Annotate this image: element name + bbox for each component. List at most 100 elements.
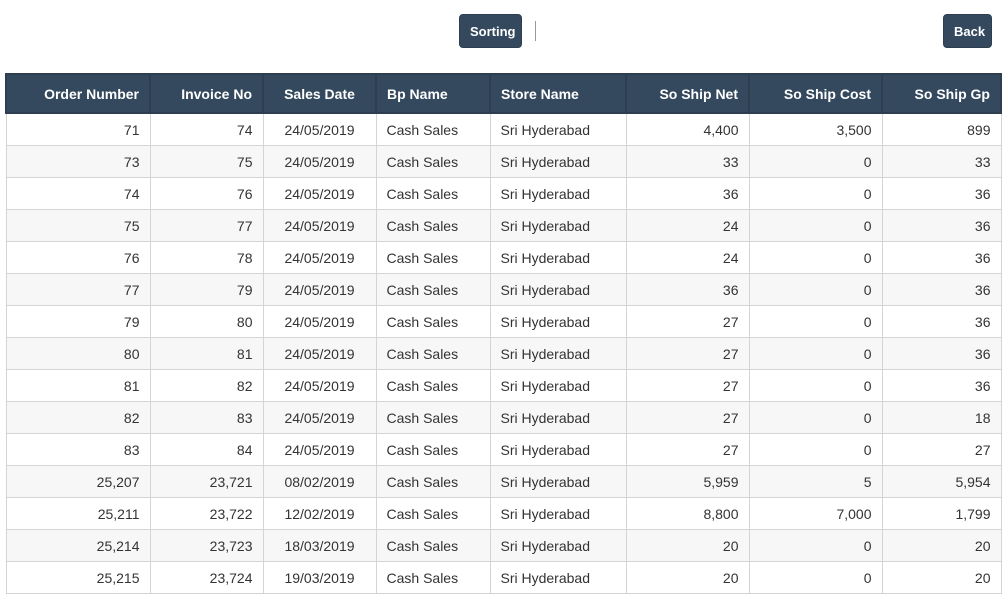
cell-invoice-no: 75 <box>149 145 264 178</box>
table-row[interactable]: 81 82 24/05/2019 Cash Sales Sri Hyderabad 27 0… <box>5 369 1002 402</box>
sorting-button[interactable]: Sorting <box>459 14 522 48</box>
cell-sales-date: 24/05/2019 <box>262 112 377 146</box>
cell-store-name: Sri Hyderabad <box>489 561 627 594</box>
back-button[interactable]: Back <box>943 14 992 48</box>
sales-table: Order Number Invoice No Sales Date Bp Name S… <box>5 73 1002 594</box>
cell-so-ship-net: 27 <box>625 401 750 434</box>
cell-bp-name: Cash Sales <box>375 337 491 370</box>
cell-so-ship-cost: 0 <box>748 401 883 434</box>
cell-order-number: 75 <box>5 209 151 242</box>
cell-store-name: Sri Hyderabad <box>489 401 627 434</box>
cell-order-number: 25,207 <box>5 465 151 498</box>
cell-store-name: Sri Hyderabad <box>489 209 627 242</box>
cell-so-ship-gp: 36 <box>881 305 1002 338</box>
cell-store-name: Sri Hyderabad <box>489 273 627 306</box>
cell-sales-date: 24/05/2019 <box>262 401 377 434</box>
cell-order-number: 77 <box>5 273 151 306</box>
table-row[interactable]: 73 75 24/05/2019 Cash Sales Sri Hyderabad 33 0… <box>5 145 1002 178</box>
cell-bp-name: Cash Sales <box>375 433 491 466</box>
table-row[interactable]: 25,214 23,723 18/03/2019 Cash Sales Sri Hyde… <box>5 529 1002 562</box>
table-row[interactable]: 25,215 23,724 19/03/2019 Cash Sales Sri Hyde… <box>5 561 1002 594</box>
cell-bp-name: Cash Sales <box>375 177 491 210</box>
cell-so-ship-net: 36 <box>625 177 750 210</box>
table-row[interactable]: 83 84 24/05/2019 Cash Sales Sri Hyderabad 27 0… <box>5 433 1002 466</box>
cell-order-number: 71 <box>5 112 151 146</box>
cell-order-number: 79 <box>5 305 151 338</box>
cell-store-name: Sri Hyderabad <box>489 337 627 370</box>
column-header-store-name[interactable]: Store Name <box>489 73 627 114</box>
cell-bp-name: Cash Sales <box>375 465 491 498</box>
column-header-sales-date[interactable]: Sales Date <box>262 73 377 114</box>
cell-invoice-no: 77 <box>149 209 264 242</box>
cell-so-ship-gp: 20 <box>881 561 1002 594</box>
table-row[interactable]: 25,207 23,721 08/02/2019 Cash Sales Sri Hyde… <box>5 465 1002 498</box>
cell-invoice-no: 82 <box>149 369 264 402</box>
cell-order-number: 81 <box>5 369 151 402</box>
cell-so-ship-cost: 0 <box>748 241 883 274</box>
cell-bp-name: Cash Sales <box>375 497 491 530</box>
cell-so-ship-gp: 36 <box>881 273 1002 306</box>
cell-so-ship-cost: 0 <box>748 529 883 562</box>
cell-sales-date: 24/05/2019 <box>262 305 377 338</box>
cell-bp-name: Cash Sales <box>375 273 491 306</box>
cell-invoice-no: 23,721 <box>149 465 264 498</box>
cell-order-number: 25,211 <box>5 497 151 530</box>
cell-store-name: Sri Hyderabad <box>489 112 627 146</box>
cell-sales-date: 24/05/2019 <box>262 369 377 402</box>
cell-sales-date: 18/03/2019 <box>262 529 377 562</box>
cell-bp-name: Cash Sales <box>375 369 491 402</box>
cell-so-ship-gp: 36 <box>881 369 1002 402</box>
cell-invoice-no: 80 <box>149 305 264 338</box>
cell-so-ship-net: 27 <box>625 433 750 466</box>
cell-so-ship-cost: 0 <box>748 369 883 402</box>
cell-bp-name: Cash Sales <box>375 209 491 242</box>
cell-so-ship-net: 27 <box>625 337 750 370</box>
cell-so-ship-cost: 0 <box>748 561 883 594</box>
cell-invoice-no: 79 <box>149 273 264 306</box>
cell-invoice-no: 74 <box>149 112 264 146</box>
table-row[interactable]: 80 81 24/05/2019 Cash Sales Sri Hyderabad 27 0… <box>5 337 1002 370</box>
cell-sales-date: 24/05/2019 <box>262 145 377 178</box>
cell-so-ship-cost: 0 <box>748 209 883 242</box>
cell-so-ship-gp: 27 <box>881 433 1002 466</box>
column-header-so-ship-cost[interactable]: So Ship Cost <box>748 73 883 114</box>
cell-so-ship-net: 24 <box>625 241 750 274</box>
column-header-bp-name[interactable]: Bp Name <box>375 73 491 114</box>
table-row[interactable]: 79 80 24/05/2019 Cash Sales Sri Hyderabad 27 0… <box>5 305 1002 338</box>
table-row[interactable]: 76 78 24/05/2019 Cash Sales Sri Hyderabad 24 0… <box>5 241 1002 274</box>
cell-bp-name: Cash Sales <box>375 145 491 178</box>
cell-so-ship-net: 5,959 <box>625 465 750 498</box>
column-header-so-ship-net[interactable]: So Ship Net <box>625 73 750 114</box>
cell-so-ship-gp: 36 <box>881 337 1002 370</box>
cell-so-ship-cost: 0 <box>748 305 883 338</box>
table-row[interactable]: 75 77 24/05/2019 Cash Sales Sri Hyderabad 24 0… <box>5 209 1002 242</box>
cell-so-ship-gp: 20 <box>881 529 1002 562</box>
cell-so-ship-net: 27 <box>625 305 750 338</box>
cell-so-ship-cost: 0 <box>748 433 883 466</box>
cell-so-ship-gp: 36 <box>881 209 1002 242</box>
column-header-order-number[interactable]: Order Number <box>5 73 151 114</box>
cell-so-ship-net: 27 <box>625 369 750 402</box>
cell-sales-date: 24/05/2019 <box>262 433 377 466</box>
table-row[interactable]: 71 74 24/05/2019 Cash Sales Sri Hyderabad 4,4… <box>5 112 1002 146</box>
cell-invoice-no: 81 <box>149 337 264 370</box>
column-header-invoice-no[interactable]: Invoice No <box>149 73 264 114</box>
cell-so-ship-cost: 3,500 <box>748 112 883 146</box>
cell-store-name: Sri Hyderabad <box>489 529 627 562</box>
cell-so-ship-net: 33 <box>625 145 750 178</box>
table-row[interactable]: 74 76 24/05/2019 Cash Sales Sri Hyderabad 36 0… <box>5 177 1002 210</box>
cell-so-ship-cost: 0 <box>748 177 883 210</box>
cell-store-name: Sri Hyderabad <box>489 497 627 530</box>
cell-so-ship-net: 20 <box>625 561 750 594</box>
cell-invoice-no: 23,722 <box>149 497 264 530</box>
cell-sales-date: 12/02/2019 <box>262 497 377 530</box>
table-row[interactable]: 82 83 24/05/2019 Cash Sales Sri Hyderabad 27 0… <box>5 401 1002 434</box>
cell-order-number: 82 <box>5 401 151 434</box>
column-header-so-ship-gp[interactable]: So Ship Gp <box>881 73 1002 114</box>
cell-sales-date: 24/05/2019 <box>262 209 377 242</box>
table-row[interactable]: 77 79 24/05/2019 Cash Sales Sri Hyderabad 36 0… <box>5 273 1002 306</box>
cell-so-ship-gp: 36 <box>881 241 1002 274</box>
table-row[interactable]: 25,211 23,722 12/02/2019 Cash Sales Sri Hyde… <box>5 497 1002 530</box>
cell-order-number: 25,215 <box>5 561 151 594</box>
cell-order-number: 25,214 <box>5 529 151 562</box>
